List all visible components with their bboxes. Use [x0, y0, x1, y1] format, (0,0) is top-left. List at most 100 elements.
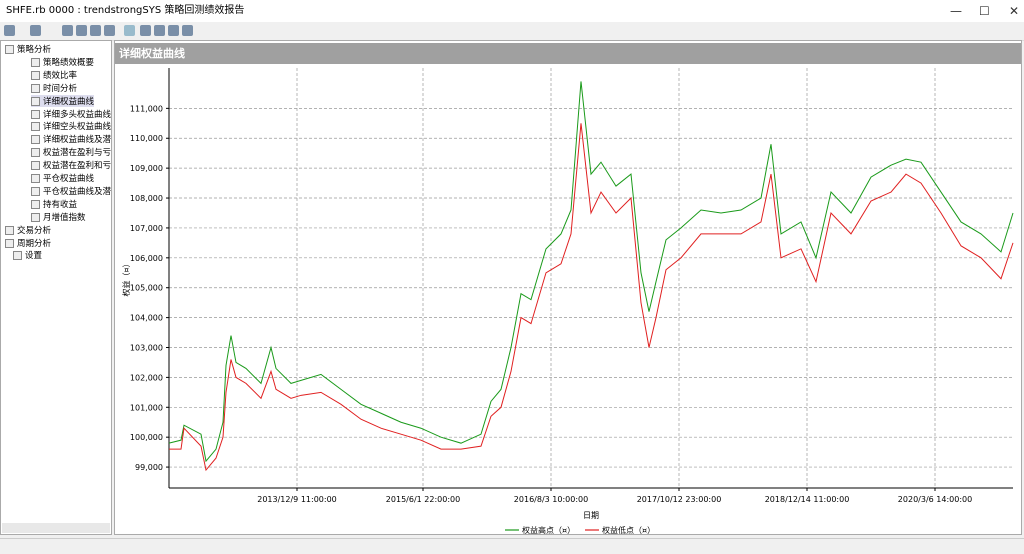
node-icon [31, 96, 40, 106]
node-label: 平仓权益曲线 [43, 174, 95, 184]
node-label: 平仓权益曲线及潜在 [43, 186, 112, 197]
node-label: 详细权益曲线及潜在 [43, 135, 112, 146]
node-icon [31, 122, 40, 132]
x-tick-label: 2017/10/12 23:00:00 [637, 495, 722, 504]
node-icon [31, 186, 40, 196]
series-line [168, 81, 1014, 463]
tree-node[interactable]: 持有收益 [31, 198, 77, 210]
legend-label: 权益高点（¤） [522, 525, 575, 534]
node-label: 详细多头权益曲线 [43, 109, 112, 120]
node-icon [31, 161, 40, 171]
tree-node[interactable]: 权益潜在盈利和亏损 [31, 159, 112, 172]
back-button[interactable] [4, 25, 15, 36]
window-title: SHFE.rb 0000 : trendstrongSYS 策略回测绩效报告 [6, 5, 245, 16]
tree-node[interactable]: 月增值指数 [31, 211, 86, 223]
node-label: 月增值指数 [43, 212, 86, 223]
legend-label: 权益低点（¤） [602, 525, 655, 534]
forward-button[interactable] [30, 25, 41, 36]
tree-node[interactable]: 详细空头权益曲线 [31, 120, 111, 132]
tree-node[interactable]: 交易分析 [5, 224, 51, 236]
node-label: 权益潜在盈利和亏损 [43, 161, 112, 172]
node-icon [5, 238, 14, 248]
y-tick-label: 108,000 [130, 194, 163, 203]
node-icon [31, 199, 40, 209]
y-axis-label: 权益（¤） [121, 259, 131, 296]
node-label: 持有收益 [43, 199, 78, 210]
node-label: 详细权益曲线 [43, 96, 95, 107]
tree-node[interactable]: 时间分析 [31, 82, 77, 94]
tree-node[interactable]: 平仓权益曲线及潜在 [31, 185, 112, 197]
select-tool[interactable] [124, 25, 135, 36]
y-tick-label: 103,000 [130, 344, 163, 353]
y-tick-label: 102,000 [130, 373, 163, 382]
x-tick-label: 2016/8/3 10:00:00 [514, 495, 588, 504]
y-tick-label: 107,000 [130, 224, 163, 233]
node-label: 绩效比率 [43, 70, 78, 81]
status-bar [0, 538, 1024, 554]
node-icon [31, 135, 40, 145]
x-tick-label: 2020/3/6 14:00:00 [898, 495, 972, 504]
node-icon [31, 212, 40, 222]
tree-node[interactable]: 周期分析 [5, 237, 51, 249]
node-icon [13, 251, 22, 261]
tree-node[interactable]: 详细权益曲线及潜在 [31, 133, 112, 146]
toolbar [0, 22, 1024, 41]
node-label: 权益潜在盈利与亏损 [43, 148, 112, 159]
node-label: 详细空头权益曲线 [43, 122, 112, 133]
y-tick-label: 99,000 [135, 463, 163, 472]
y-tick-label: 105,000 [130, 284, 163, 293]
scrollbar[interactable] [2, 523, 110, 533]
y-tick-label: 111,000 [130, 104, 163, 113]
minimize[interactable]: — [950, 4, 962, 18]
nav-tree: 策略分析策略绩效概要 绩效比率时间分析详细权益曲线详细多头权益曲线 详细空头权益曲线… [0, 40, 112, 535]
tree-node[interactable]: 详细多头权益曲线 [31, 108, 111, 120]
x-tick-label: 2013/12/9 11:00:00 [257, 495, 337, 504]
node-label: 策略分析 [17, 45, 52, 55]
panel-title: 详细权益曲线 [115, 43, 1021, 64]
node-icon [31, 57, 40, 67]
node-icon [31, 109, 40, 119]
series-line [169, 123, 1014, 472]
node-label: 周期分析 [17, 238, 52, 249]
zoom-out[interactable] [168, 25, 179, 36]
node-label: 设置 [25, 251, 43, 262]
y-tick-label: 110,000 [130, 134, 163, 143]
chart-panel: 详细权益曲线 99,000 100,000 101,000 102,000 103,00… [114, 40, 1022, 535]
node-icon [31, 174, 40, 183]
node-label: 时间分析 [43, 83, 78, 94]
chart: 99,000 100,000 101,000 102,000 103,000 104,00… [121, 68, 1014, 534]
tree-node[interactable]: 设置 [13, 249, 42, 261]
y-tick-label: 106,000 [130, 254, 163, 263]
export-button[interactable] [104, 25, 115, 36]
node-icon [31, 70, 40, 80]
x-tick-label: 2018/12/14 11:00:00 [765, 495, 850, 504]
y-tick-label: 104,000 [130, 314, 163, 323]
tree-node[interactable]: 策略绩效概要 [31, 56, 94, 68]
y-tick-label: 100,000 [130, 433, 163, 442]
zoom-in[interactable] [154, 25, 165, 36]
tree-node[interactable]: 平仓权益曲线 [31, 172, 94, 184]
y-tick-label: 101,000 [130, 403, 163, 412]
node-icon [31, 148, 40, 158]
tree-node[interactable]: 权益潜在盈利与亏损 [31, 146, 112, 159]
node-label: 交易分析 [17, 225, 52, 236]
reset-button[interactable] [182, 25, 193, 36]
pan-tool[interactable] [140, 25, 151, 36]
tree-node[interactable]: 绩效比率 [31, 69, 77, 81]
copy-button[interactable] [76, 25, 87, 36]
node-label: 策略绩效概要 [43, 57, 95, 68]
save-button[interactable] [62, 25, 73, 36]
title-bar: SHFE.rb 0000 : trendstrongSYS 策略回测绩效报告 —… [0, 0, 1024, 22]
tree-node[interactable]: 详细权益曲线 [31, 94, 95, 107]
maximize[interactable]: ☐ [979, 4, 990, 18]
node-icon [5, 225, 14, 235]
x-axis-label: 日期 [583, 511, 599, 520]
node-icon [5, 45, 14, 54]
tree-node[interactable]: 策略分析 [5, 43, 51, 55]
close[interactable]: ✕ [1009, 4, 1020, 18]
node-icon [31, 83, 40, 93]
x-tick-label: 2015/6/1 22:00:00 [386, 495, 460, 504]
print-button[interactable] [90, 25, 101, 36]
y-tick-label: 109,000 [130, 164, 163, 173]
